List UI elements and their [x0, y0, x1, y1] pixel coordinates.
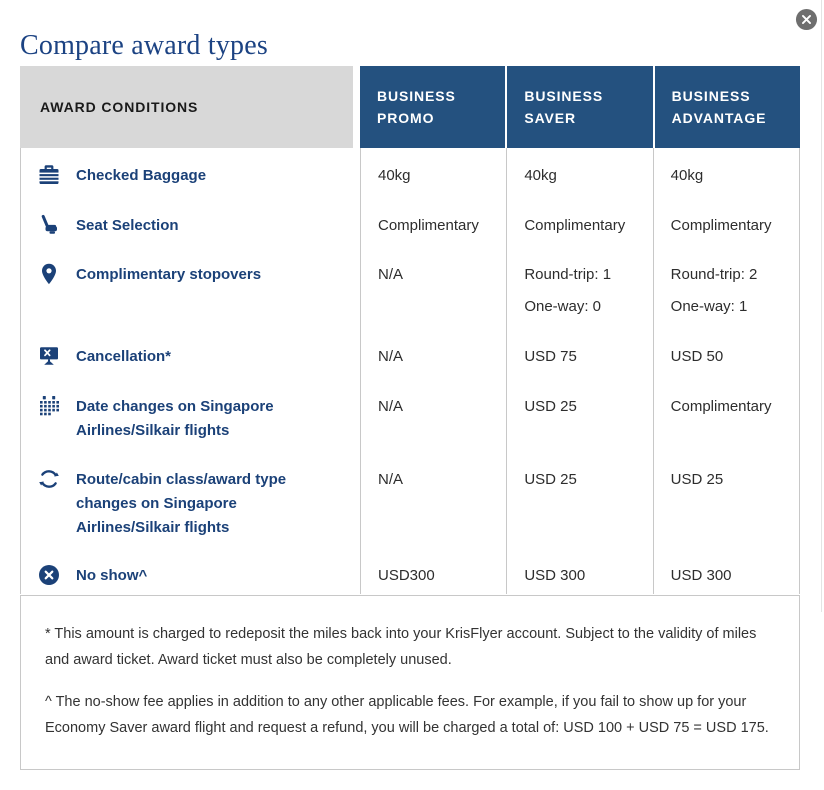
close-icon: [795, 8, 818, 34]
value-business-saver: USD 25: [506, 452, 652, 548]
value-business-saver: 40kg: [506, 148, 652, 198]
seat-icon: [37, 213, 61, 237]
table-row-seat-selection: Seat Selection Complimentary Complimenta…: [21, 198, 799, 247]
location-pin-icon: [37, 262, 61, 286]
value-business-advantage: USD 300: [652, 548, 799, 594]
value-business-promo: N/A: [360, 452, 506, 548]
value-business-advantage: Complimentary: [652, 198, 799, 247]
footnote-box: * This amount is charged to redeposit th…: [20, 595, 800, 770]
value-business-promo: USD300: [360, 548, 506, 594]
award-conditions-header: AWARD CONDITIONS: [20, 66, 353, 148]
value-business-advantage: USD 25: [652, 452, 799, 548]
table-row-complimentary-stopovers: Complimentary stopovers N/A Round-trip: …: [21, 247, 799, 329]
page-edge-divider: [821, 0, 822, 612]
row-label: Checked Baggage: [76, 167, 207, 184]
value-business-saver: USD 75: [506, 329, 652, 379]
header-gap: [353, 66, 360, 148]
column-header-business-advantage: BUSINESS ADVANTAGE: [654, 66, 800, 148]
table-header-row: AWARD CONDITIONS BUSINESS PROMO BUSINESS…: [20, 66, 800, 148]
value-business-saver: USD 25: [506, 379, 652, 452]
table-row-route-cabin-changes: Route/cabin class/award type changes on …: [21, 452, 799, 548]
row-label: Route/cabin class/award type changes on …: [76, 471, 287, 536]
value-business-saver: Complimentary: [506, 198, 652, 247]
no-show-icon: [37, 563, 61, 587]
value-business-saver: USD 300: [506, 548, 652, 594]
footnote-no-show-fee: ^ The no-show fee applies in addition to…: [45, 694, 769, 736]
cancellation-icon: [37, 344, 61, 368]
value-business-promo: 40kg: [360, 148, 506, 198]
column-header-business-promo: BUSINESS PROMO: [360, 66, 506, 148]
value-business-promo: N/A: [360, 379, 506, 452]
row-label: Seat Selection: [76, 217, 179, 234]
table-row-cancellation: Cancellation* N/A USD 75 USD 50: [21, 329, 799, 379]
value-business-promo: N/A: [360, 247, 506, 329]
table-row-checked-baggage: Checked Baggage 40kg 40kg 40kg: [21, 148, 799, 198]
table-body: Checked Baggage 40kg 40kg 40kg Se: [20, 148, 800, 594]
value-business-advantage: Round-trip: 2 One-way: 1: [652, 247, 799, 329]
column-header-business-saver: BUSINESS SAVER: [507, 66, 653, 148]
close-button[interactable]: [795, 8, 818, 31]
row-label: Cancellation*: [76, 348, 172, 365]
baggage-icon: [37, 163, 61, 187]
value-business-promo: N/A: [360, 329, 506, 379]
page-title: Compare award types: [20, 30, 268, 61]
value-business-advantage: USD 50: [652, 329, 799, 379]
award-comparison-table: AWARD CONDITIONS BUSINESS PROMO BUSINESS…: [20, 66, 800, 594]
refresh-icon: [37, 467, 61, 491]
row-label: Complimentary stopovers: [76, 266, 262, 283]
table-row-date-changes: Date changes on Singapore Airlines/Silka…: [21, 379, 799, 452]
row-label: No show^: [76, 567, 148, 584]
value-business-saver: Round-trip: 1 One-way: 0: [506, 247, 652, 329]
value-business-promo: Complimentary: [360, 198, 506, 247]
value-business-advantage: Complimentary: [652, 379, 799, 452]
footnote-miles-redeposit: * This amount is charged to redeposit th…: [45, 626, 757, 668]
table-row-no-show: No show^ USD300 USD 300 USD 300: [21, 548, 799, 594]
row-label: Date changes on Singapore Airlines/Silka…: [76, 398, 274, 439]
calendar-icon: [37, 394, 61, 418]
value-business-advantage: 40kg: [652, 148, 799, 198]
